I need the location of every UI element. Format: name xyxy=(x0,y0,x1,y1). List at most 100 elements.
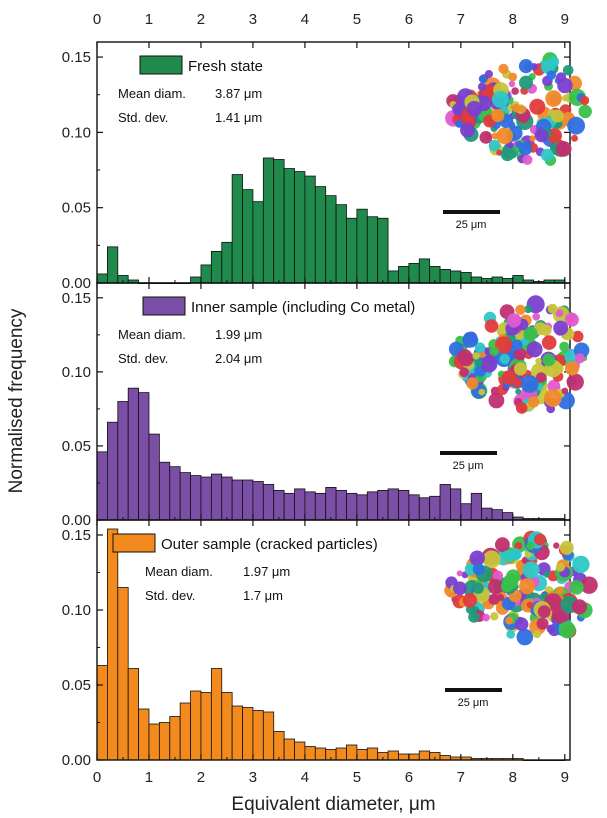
particle-grain xyxy=(508,80,516,88)
x-tick-label: 7 xyxy=(457,769,465,786)
histogram-bar xyxy=(283,738,295,761)
particle-grain xyxy=(546,624,555,633)
particle-grain xyxy=(532,312,541,321)
particle-grain xyxy=(479,131,493,144)
particle-grain xyxy=(580,95,590,106)
histogram-bar xyxy=(304,491,316,521)
particle-grain xyxy=(466,377,479,390)
particle-grain xyxy=(503,573,519,590)
particle-grain xyxy=(469,550,485,566)
particle-grain xyxy=(555,141,572,157)
particle-grain xyxy=(513,347,527,361)
y-tick-label: 0.15 xyxy=(62,527,91,544)
scale-bar-label: 25 μm xyxy=(456,219,487,231)
x-tick-label-top: 0 xyxy=(93,11,101,28)
x-axis-title: Equivalent diameter, μm xyxy=(231,794,435,815)
histogram-bar xyxy=(96,451,108,521)
std-value: 1.41 μm xyxy=(215,110,262,125)
particle-grain xyxy=(564,312,579,327)
histogram-bar xyxy=(325,487,337,521)
histogram-bar xyxy=(200,264,212,284)
histogram-bar xyxy=(294,488,306,521)
particle-grain xyxy=(553,542,560,549)
particle-grain xyxy=(547,379,561,393)
histogram-bar xyxy=(242,189,254,284)
particle-grain xyxy=(556,562,565,572)
scale-bar-label: 25 μm xyxy=(453,460,484,472)
particle-grain xyxy=(505,616,514,625)
histogram-bar xyxy=(190,690,202,761)
particle-grain xyxy=(524,305,533,314)
particle-grain xyxy=(482,613,490,622)
particle-grain xyxy=(529,135,536,142)
particle-grain xyxy=(567,116,585,135)
histogram-bar xyxy=(387,750,399,761)
histogram-bar xyxy=(127,668,139,761)
histogram-bar xyxy=(335,747,347,761)
particle-grain xyxy=(488,579,504,595)
particle-grain xyxy=(526,341,543,358)
particle-grain xyxy=(455,119,464,128)
histogram-bar xyxy=(387,270,399,284)
particle-render-image xyxy=(444,530,598,646)
x-tick-label: 8 xyxy=(509,769,517,786)
histogram-bar xyxy=(252,710,264,761)
histogram-bar xyxy=(418,258,431,284)
particle-grain xyxy=(508,72,518,82)
particle-grain xyxy=(578,104,592,119)
std-label: Std. dev. xyxy=(118,110,168,125)
particle-grain xyxy=(492,90,509,108)
particle-grain xyxy=(529,98,546,115)
particle-grain xyxy=(496,127,513,145)
histogram-bar xyxy=(314,492,327,521)
particle-grain xyxy=(474,359,483,367)
particle-grain xyxy=(515,304,526,315)
histogram-bar xyxy=(408,753,420,761)
particle-grain xyxy=(506,630,515,639)
histogram-bar xyxy=(366,216,379,284)
histogram-bar xyxy=(283,168,295,284)
legend-label: Fresh state xyxy=(188,58,263,75)
particle-grain xyxy=(526,541,535,551)
scale-bar-label: 25 μm xyxy=(458,697,489,709)
histogram-bar xyxy=(138,708,150,761)
particle-grain xyxy=(571,134,578,142)
particle-grain xyxy=(460,122,475,138)
x-tick-label-top: 9 xyxy=(561,11,569,28)
histogram-bar xyxy=(304,746,316,761)
histogram-bar xyxy=(231,174,243,284)
particle-grain xyxy=(536,617,549,630)
x-tick-label: 0 xyxy=(93,769,101,786)
legend-swatch xyxy=(142,296,186,316)
mean-value: 1.99 μm xyxy=(215,327,262,342)
histogram-bar xyxy=(429,495,441,521)
particle-grain xyxy=(564,361,580,376)
histogram-bar xyxy=(221,241,233,284)
particle-grain xyxy=(580,576,598,594)
std-value: 2.04 μm xyxy=(215,351,262,366)
legend-swatch xyxy=(139,55,183,75)
particle-grain xyxy=(516,628,534,646)
histogram-bar xyxy=(231,479,243,521)
panel-2: 0.00 0.05 0.10 0.15 Inner sample (including … xyxy=(62,282,590,529)
histogram-bar xyxy=(169,466,181,521)
particle-grain xyxy=(462,332,479,348)
particle-grain xyxy=(522,154,533,165)
particle-grain xyxy=(484,70,493,79)
particle-grain xyxy=(514,542,523,550)
particle-grain xyxy=(488,139,501,152)
mean-label: Mean diam. xyxy=(145,564,213,579)
particle-grain xyxy=(520,375,539,393)
histogram-bar xyxy=(179,702,191,761)
x-tick-label: 4 xyxy=(301,769,309,786)
particle-grain xyxy=(491,132,499,140)
histogram-bar xyxy=(200,476,212,521)
y-tick-label: 0.10 xyxy=(62,124,91,141)
histogram-bar xyxy=(356,494,368,521)
histogram-bar xyxy=(210,473,223,521)
particle-grain xyxy=(484,319,499,333)
particle-grain xyxy=(462,593,478,608)
histogram-bar xyxy=(158,461,171,521)
particle-grain xyxy=(510,548,522,561)
